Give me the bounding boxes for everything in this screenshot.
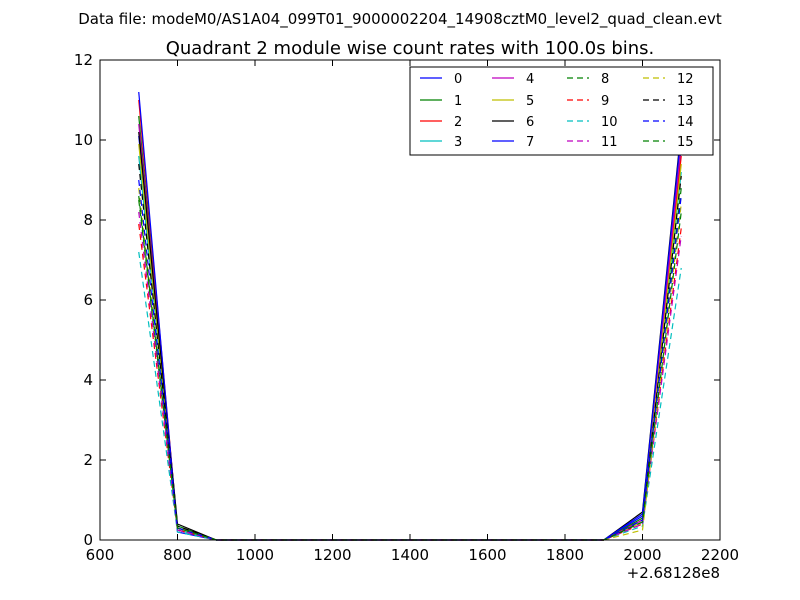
y-tick-label: 0 <box>83 531 93 549</box>
legend-label-14: 14 <box>677 115 694 130</box>
chart-title: Quadrant 2 module wise count rates with … <box>166 38 655 59</box>
legend-label-15: 15 <box>677 135 694 150</box>
y-tick-label: 8 <box>83 211 93 229</box>
legend-label-12: 12 <box>677 72 694 87</box>
legend-label-13: 13 <box>677 94 694 109</box>
legend-label-8: 8 <box>601 72 609 87</box>
legend-label-10: 10 <box>601 115 618 130</box>
y-tick-label: 6 <box>83 291 93 309</box>
legend-label-2: 2 <box>454 115 462 130</box>
x-tick-label: 1600 <box>468 546 506 564</box>
legend-label-5: 5 <box>526 94 534 109</box>
x-tick-label: 800 <box>163 546 192 564</box>
y-tick-label: 2 <box>83 451 93 469</box>
x-tick-label: 1400 <box>391 546 429 564</box>
y-tick-label: 4 <box>83 371 93 389</box>
x-tick-label: 1800 <box>546 546 584 564</box>
x-tick-label: 2200 <box>701 546 739 564</box>
x-axis-offset-label: +2.68128e8 <box>627 564 720 582</box>
figure-suptitle: Data file: modeM0/AS1A04_099T01_90000022… <box>78 10 722 29</box>
legend-label-9: 9 <box>601 94 609 109</box>
x-tick-label: 2000 <box>623 546 661 564</box>
x-axis: 600 800 1000 1200 1400 1600 1800 2000 2200 <box>86 60 739 564</box>
y-tick-label: 12 <box>74 51 93 69</box>
x-tick-label: 1000 <box>236 546 274 564</box>
legend-frame <box>409 66 714 156</box>
legend-label-6: 6 <box>526 115 534 130</box>
legend-label-1: 1 <box>454 94 462 109</box>
legend-label-0: 0 <box>454 72 462 87</box>
legend-label-7: 7 <box>526 135 534 150</box>
y-tick-label: 10 <box>74 131 93 149</box>
legend-label-11: 11 <box>601 135 618 150</box>
legend-label-4: 4 <box>526 72 534 87</box>
x-tick-label: 1200 <box>313 546 351 564</box>
x-tick-label: 600 <box>86 546 115 564</box>
legend-label-3: 3 <box>454 135 462 150</box>
